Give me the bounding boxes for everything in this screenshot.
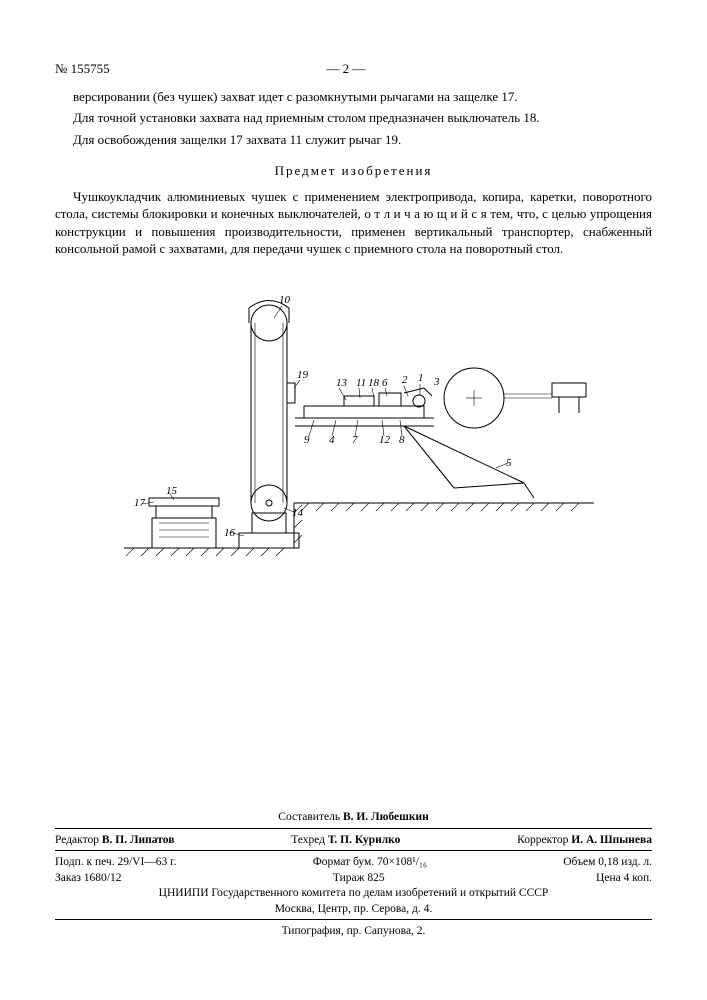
price: Цена 4 коп.	[596, 871, 652, 887]
organization: ЦНИИПИ Государственного комитета по дела…	[55, 886, 652, 902]
tirazh: Тираж 825	[333, 871, 385, 887]
fig-label-6: 6	[382, 377, 388, 389]
editor-label: Редактор	[55, 834, 99, 846]
body-text: версировании (без чушек) захват идет с р…	[55, 88, 652, 258]
imprint-footer: Составитель В. И. Любешкин Редактор В. П…	[55, 810, 652, 940]
fig-label-16: 17	[134, 497, 146, 509]
fig-label-10: 10	[279, 294, 291, 306]
fig-label-19: 12	[379, 434, 391, 446]
fig-label-5: 5	[506, 457, 512, 469]
print-date: Подп. к печ. 29/VI—63 г.	[55, 855, 176, 871]
section-title: Предмет изобретения	[55, 162, 652, 180]
para-3: Для освобождения защелки 17 захвата 11 с…	[55, 131, 652, 149]
typography: Типография, пр. Сапунова, 2.	[55, 924, 652, 940]
fig-label-17: 18	[368, 377, 380, 389]
fig-label-14: 14	[292, 507, 304, 519]
composer-label: Составитель	[278, 811, 340, 823]
para-2: Для точной установки захвата над приемны…	[55, 109, 652, 127]
techred-label: Техред	[291, 834, 325, 846]
fig-label-3: 3	[433, 376, 440, 388]
technical-figure: 10 19 13 11 18 6 2 1 3 9 4 7 12 8 5 14 1…	[55, 288, 652, 608]
fig-label-12: 15	[166, 485, 178, 497]
corrector-label: Корректор	[517, 834, 568, 846]
composer-name: В. И. Любешкин	[343, 811, 429, 823]
page-number: — 2 —	[40, 60, 652, 78]
fig-label-18: 19	[297, 369, 309, 381]
editor-name: В. П. Липатов	[102, 834, 175, 846]
fig-label-13: 13	[336, 377, 348, 389]
para-4: Чушкоукладчик алюминиевых чушек с примен…	[55, 188, 652, 258]
techred-name: Т. П. Курилко	[328, 834, 400, 846]
address: Москва, Центр, пр. Серова, д. 4.	[55, 902, 652, 918]
fig-label-1: 1	[418, 372, 424, 384]
volume: Объем 0,18 изд. л.	[563, 855, 652, 871]
fig-label-2: 2	[402, 374, 408, 386]
order-number: Заказ 1680/12	[55, 871, 122, 887]
para-1: версировании (без чушек) захват идет с р…	[55, 88, 652, 106]
format: Формат бум. 70×108¹/₁₆	[313, 855, 427, 871]
corrector-name: И. А. Шпынева	[571, 834, 652, 846]
fig-label-11: 11	[356, 377, 366, 389]
